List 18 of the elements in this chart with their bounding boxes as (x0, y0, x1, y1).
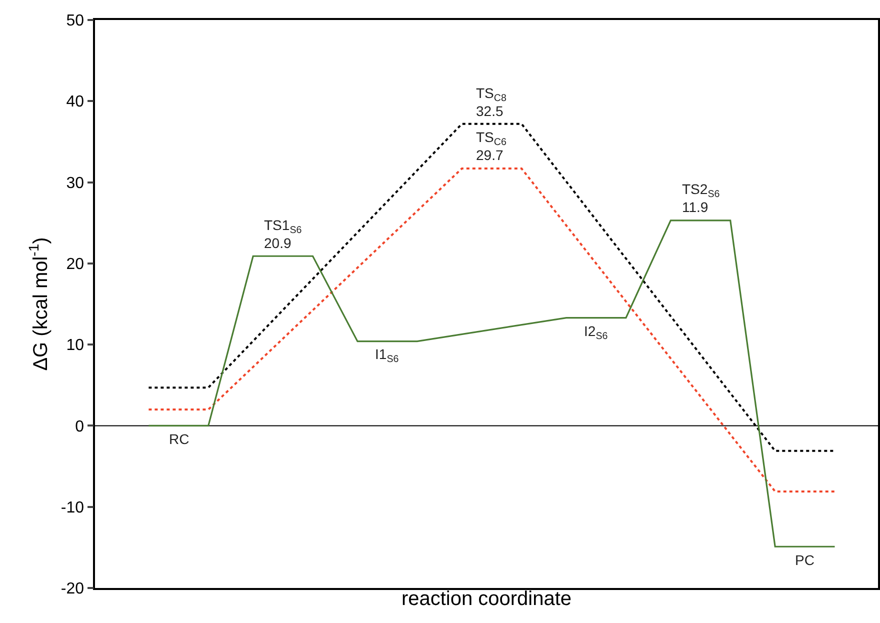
y-tick-label: 40 (66, 94, 84, 111)
y-tick-label: -10 (60, 499, 84, 516)
y-tick-label: 50 (66, 12, 84, 30)
line-series (148, 220, 836, 548)
annotation: TS2$_{S6}$ 11.9 (682, 181, 720, 216)
annotation: PC (795, 552, 814, 568)
y-tick-label: -20 (60, 580, 84, 598)
annotation: I1$_{S6}$ (375, 346, 400, 365)
annotation: TS1$_{S6}$ 20.9 (264, 217, 302, 252)
x-axis-title: reaction coordinate (401, 588, 572, 610)
annotation: TS$_{C6}$ 29.7 (476, 129, 507, 164)
annotation: I2$_{S6}$ (584, 323, 608, 342)
y-tick-label: 10 (66, 337, 84, 354)
y-tick-label: 30 (66, 174, 84, 192)
y-tick-label: 0 (75, 418, 84, 436)
y-tick-label: 20 (66, 256, 84, 274)
annotation: RC (169, 431, 190, 447)
annotation: TS$_{C8}$ 32.5 (476, 85, 507, 120)
